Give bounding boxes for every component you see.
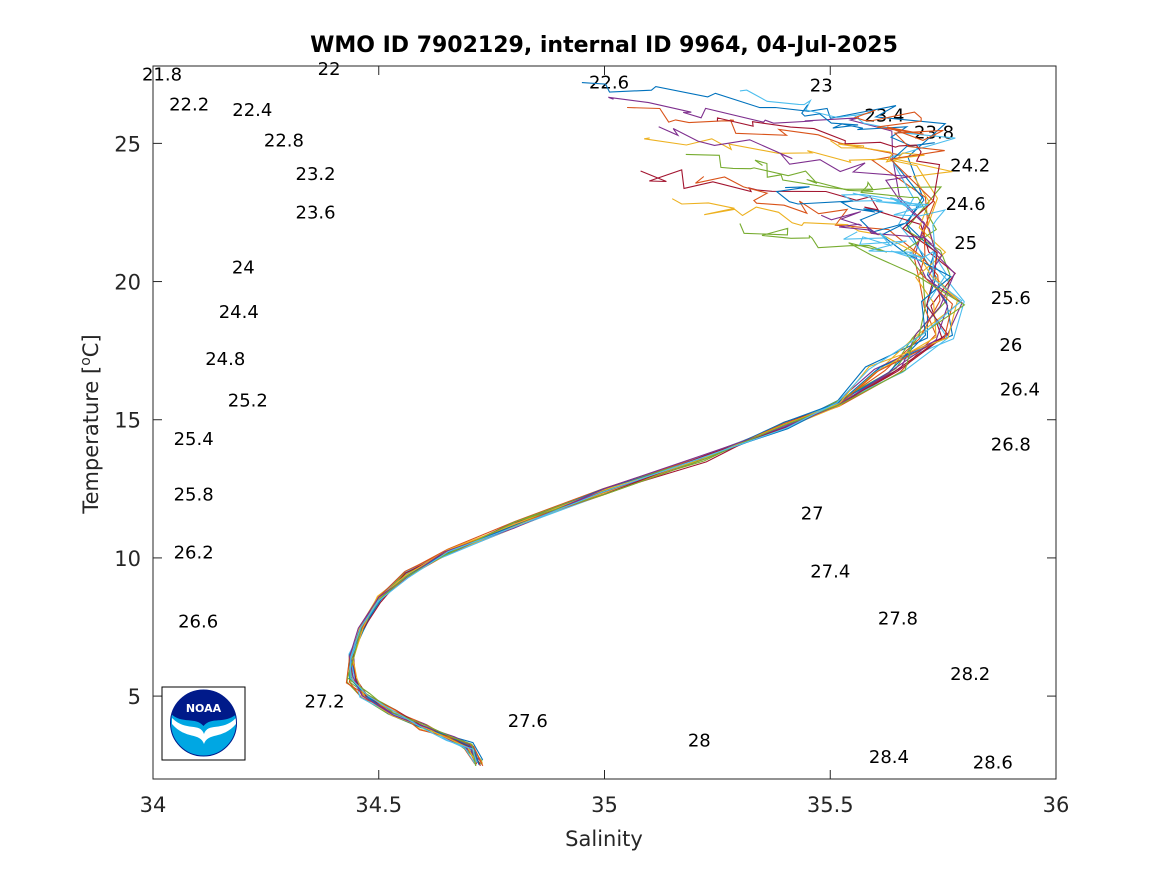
density-contour-label: 23.6: [296, 202, 336, 223]
density-contour-label: 25.8: [174, 484, 214, 505]
density-contour-label: 25.2: [228, 390, 268, 411]
density-contour-label: 24.8: [205, 349, 245, 370]
density-contour-label: 23.8: [914, 122, 954, 143]
noaa-logo: NOAA: [161, 686, 246, 761]
profile-line: [349, 231, 963, 763]
density-contour-label: 25: [954, 233, 977, 254]
y-tick-label: 20: [114, 271, 141, 295]
density-contour-label: 23.2: [296, 164, 336, 185]
profile-line: [352, 198, 959, 764]
y-tick-label: 15: [114, 409, 141, 433]
density-contour-label: 22.2: [169, 95, 209, 116]
density-contour-label: 22.8: [264, 131, 304, 152]
density-contour-label: 26.2: [174, 542, 214, 563]
x-tick-label: 35.5: [807, 793, 854, 817]
density-contour-label: 24: [232, 258, 255, 279]
x-tick-label: 34.5: [355, 793, 402, 817]
density-contour-label: 27.4: [810, 562, 850, 583]
density-contour-label: 28.2: [950, 664, 990, 685]
chart-title: WMO ID 7902129, internal ID 9964, 04-Jul…: [310, 33, 898, 58]
svg-text:NOAA: NOAA: [186, 702, 222, 715]
density-contour-label: 25.6: [991, 288, 1031, 309]
density-contour-label: 26.4: [1000, 379, 1040, 400]
profile-series: [345, 82, 966, 767]
density-contour-label: 24.4: [219, 302, 259, 323]
density-contour-labels: 21.8 22 22.2 22.4 22.6 22.8 23 23.2 23.4 23.6 23.8…: [142, 59, 1040, 774]
density-contour-label: 28: [688, 730, 711, 751]
density-contour-label: 23.4: [864, 106, 904, 127]
density-contour-label: 27.8: [878, 609, 918, 630]
profile-line: [348, 176, 941, 764]
profile-line: [346, 223, 966, 766]
profile-line: [352, 117, 948, 767]
density-contour-label: 27.2: [305, 692, 345, 713]
density-contour-label: 26.6: [178, 611, 218, 632]
density-contour-label: 24.6: [946, 194, 986, 215]
y-tick-label: 25: [114, 132, 141, 156]
profile-line: [349, 211, 949, 764]
density-contour-label: 23: [810, 75, 833, 96]
x-tick-label: 34: [140, 793, 167, 817]
density-contour-label: 28.6: [973, 752, 1013, 773]
x-axis-ticks: 34 34.5 35 35.5 36: [140, 66, 1070, 817]
x-tick-label: 35: [591, 793, 618, 817]
density-contour-label: 22.6: [589, 73, 629, 94]
density-contour-label: 22: [318, 59, 341, 80]
profile-line: [348, 186, 952, 765]
y-axis-label: Temperature [oC]: [78, 334, 103, 514]
density-contour-label: 24.2: [950, 155, 990, 176]
density-contour-label: 22.4: [232, 100, 272, 121]
density-contour-label: 25.4: [174, 429, 214, 450]
density-contour-label: 28.4: [869, 747, 909, 768]
y-tick-label: 5: [128, 685, 141, 709]
density-contour-label: 27: [801, 504, 824, 525]
x-axis-label: Salinity: [565, 827, 643, 851]
density-contour-label: 27.6: [508, 711, 548, 732]
density-contour-label: 26: [999, 335, 1022, 356]
x-tick-label: 36: [1043, 793, 1070, 817]
y-axis-ticks: 5 10 15 20 25: [114, 132, 1056, 709]
y-tick-label: 10: [114, 547, 141, 571]
density-contour-label: 26.8: [991, 435, 1031, 456]
density-contour-label: 21.8: [142, 64, 182, 85]
